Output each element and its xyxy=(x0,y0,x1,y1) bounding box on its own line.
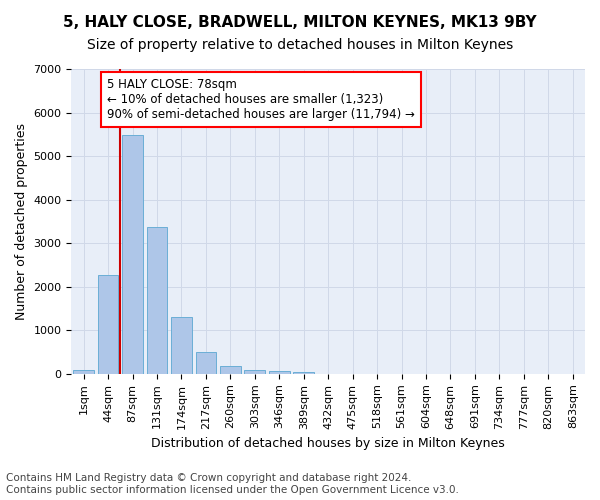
Bar xyxy=(98,274,118,374)
Text: Contains HM Land Registry data © Crown copyright and database right 2024.
Contai: Contains HM Land Registry data © Crown c… xyxy=(6,474,459,495)
Text: Size of property relative to detached houses in Milton Keynes: Size of property relative to detached ho… xyxy=(87,38,513,52)
Bar xyxy=(244,370,265,374)
Bar xyxy=(269,371,290,374)
Y-axis label: Number of detached properties: Number of detached properties xyxy=(15,123,28,320)
Bar xyxy=(196,352,217,374)
Text: 5 HALY CLOSE: 78sqm
← 10% of detached houses are smaller (1,323)
90% of semi-det: 5 HALY CLOSE: 78sqm ← 10% of detached ho… xyxy=(107,78,415,121)
Bar xyxy=(220,366,241,374)
Bar xyxy=(122,135,143,374)
Bar xyxy=(293,372,314,374)
Text: 5, HALY CLOSE, BRADWELL, MILTON KEYNES, MK13 9BY: 5, HALY CLOSE, BRADWELL, MILTON KEYNES, … xyxy=(63,15,537,30)
Bar xyxy=(73,370,94,374)
Bar xyxy=(171,317,192,374)
X-axis label: Distribution of detached houses by size in Milton Keynes: Distribution of detached houses by size … xyxy=(151,437,505,450)
Bar xyxy=(146,226,167,374)
